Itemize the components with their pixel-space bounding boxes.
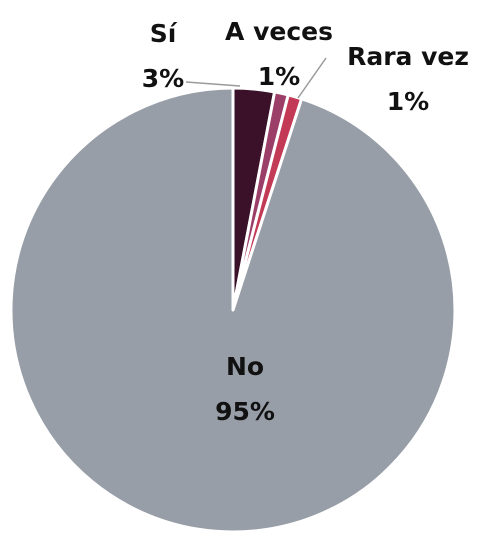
slice-label-rara-vez: Rara vez [347, 42, 469, 71]
slice-label-a-veces: A veces [225, 17, 333, 46]
slice-percent-no: 95% [215, 397, 275, 426]
slice-label-si: Sí [150, 19, 178, 48]
leader-line-rara-vez [297, 57, 327, 99]
pie-slice-no [9, 86, 457, 534]
slice-percent-si: 3% [142, 64, 184, 93]
slice-label-no: No [226, 352, 264, 381]
labels-layer: Sí 3% A veces 1% Rara vez 1% No 95% [142, 17, 469, 426]
leader-lines-layer [185, 57, 327, 99]
slices-layer [9, 86, 457, 534]
slice-percent-a-veces: 1% [258, 62, 300, 91]
slice-percent-rara-vez: 1% [387, 87, 429, 116]
leader-line-si [185, 81, 241, 87]
